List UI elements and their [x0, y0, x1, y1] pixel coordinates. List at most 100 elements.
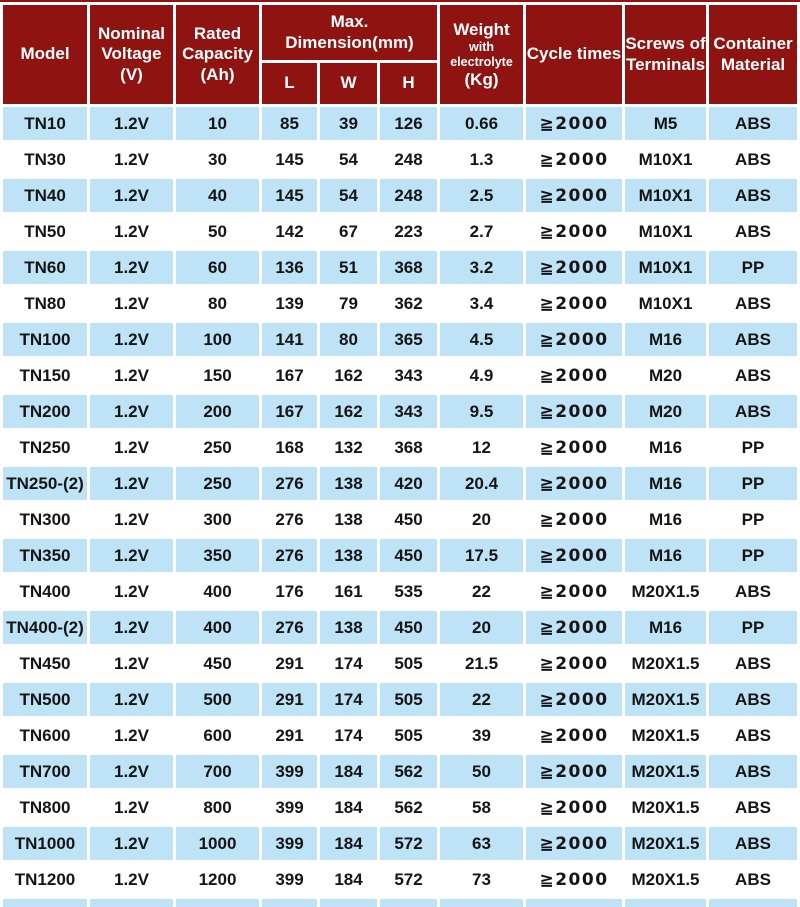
cell-capacity: 80: [176, 287, 259, 320]
cell-model: TN40: [3, 179, 87, 212]
table-row: TN250 1.2V 250 168 132 368 12 ≧2000 M16 PP: [3, 431, 797, 464]
cell-partial: [3, 899, 87, 907]
table-row: TN400 1.2V 400 176 161 535 22 ≧2000 M20X1.5 ABS: [3, 575, 797, 608]
cell-dim-h: 368: [380, 251, 437, 284]
cell-model: TN350: [3, 539, 87, 572]
table-row: TN150 1.2V 150 167 162 343 4.9 ≧2000 M20 ABS: [3, 359, 797, 392]
cell-dim-l: 167: [262, 395, 317, 428]
cell-weight: 21.5: [440, 647, 523, 680]
cell-dim-h: 450: [380, 503, 437, 536]
header-weight-sub: with electrolyte: [450, 39, 513, 69]
cell-weight: 4.5: [440, 323, 523, 356]
cell-cycle-times: ≧2000: [526, 143, 622, 176]
cell-container: ABS: [709, 755, 797, 788]
cell-voltage: 1.2V: [90, 179, 173, 212]
cell-cycle-times: ≧2000: [526, 791, 622, 824]
cell-screws: M20X1.5: [625, 575, 706, 608]
cell-model: TN500: [3, 683, 87, 716]
cell-model: TN300: [3, 503, 87, 536]
cell-cycle-times: ≧2000: [526, 251, 622, 284]
cell-cycle-times: ≧2000: [526, 395, 622, 428]
cell-model: TN1000: [3, 827, 87, 860]
cell-cycle-times: ≧2000: [526, 107, 622, 140]
header-cycle-times: Cycle times: [526, 5, 622, 104]
cell-model: TN50: [3, 215, 87, 248]
cell-capacity: 400: [176, 611, 259, 644]
header-rated-capacity: Rated Capacity (Ah): [176, 5, 259, 104]
cell-dim-w: 67: [320, 215, 377, 248]
table-row: TN40 1.2V 40 145 54 248 2.5 ≧2000 M10X1 ABS: [3, 179, 797, 212]
cell-dim-w: 162: [320, 395, 377, 428]
cell-dim-l: 399: [262, 863, 317, 896]
cell-dim-h: 362: [380, 287, 437, 320]
cell-model: TN700: [3, 755, 87, 788]
cell-dim-w: 174: [320, 683, 377, 716]
cell-dim-w: 132: [320, 431, 377, 464]
cell-capacity: 50: [176, 215, 259, 248]
cell-weight: 2.5: [440, 179, 523, 212]
header-container: Container Material: [709, 5, 797, 104]
cell-cycle-times: ≧2000: [526, 683, 622, 716]
cell-dim-w: 184: [320, 863, 377, 896]
cell-container: ABS: [709, 719, 797, 752]
cell-screws: M16: [625, 611, 706, 644]
cell-partial: [526, 899, 622, 907]
cell-dim-w: 174: [320, 647, 377, 680]
cell-dim-l: 399: [262, 755, 317, 788]
table-row: TN700 1.2V 700 399 184 562 50 ≧2000 M20X1.5 ABS: [3, 755, 797, 788]
header-weight-unit: (Kg): [464, 69, 499, 89]
cell-screws: M20X1.5: [625, 647, 706, 680]
cell-dim-l: 291: [262, 683, 317, 716]
cell-dim-w: 184: [320, 791, 377, 824]
cell-model: TN450: [3, 647, 87, 680]
cell-capacity: 250: [176, 431, 259, 464]
cell-dim-w: 54: [320, 179, 377, 212]
cell-screws: M16: [625, 503, 706, 536]
cell-dim-l: 399: [262, 791, 317, 824]
cell-dim-w: 138: [320, 539, 377, 572]
table-row: TN30 1.2V 30 145 54 248 1.3 ≧2000 M10X1 ABS: [3, 143, 797, 176]
cell-cycle-times: ≧2000: [526, 575, 622, 608]
cell-model: TN10: [3, 107, 87, 140]
cell-cycle-times: ≧2000: [526, 539, 622, 572]
cell-voltage: 1.2V: [90, 647, 173, 680]
table-row: TN1200 1.2V 1200 399 184 572 73 ≧2000 M20X1.5 ABS: [3, 863, 797, 896]
cell-dim-h: 343: [380, 395, 437, 428]
cell-dim-w: 54: [320, 143, 377, 176]
cell-weight: 50: [440, 755, 523, 788]
cell-cycle-times: ≧2000: [526, 827, 622, 860]
cell-dim-l: 142: [262, 215, 317, 248]
cell-container: PP: [709, 539, 797, 572]
cell-dim-h: 126: [380, 107, 437, 140]
cell-model: TN1200: [3, 863, 87, 896]
cell-cycle-times: ≧2000: [526, 431, 622, 464]
cell-screws: M16: [625, 539, 706, 572]
cell-model: TN60: [3, 251, 87, 284]
cell-capacity: 1200: [176, 863, 259, 896]
cell-cycle-times: ≧2000: [526, 179, 622, 212]
cell-container: ABS: [709, 647, 797, 680]
header-weight-main: Weight: [453, 19, 510, 39]
cell-partial: [440, 899, 523, 907]
cell-container: ABS: [709, 287, 797, 320]
cell-container: ABS: [709, 827, 797, 860]
cell-weight: 39: [440, 719, 523, 752]
cell-partial: [380, 899, 437, 907]
cell-weight: 20.4: [440, 467, 523, 500]
cell-voltage: 1.2V: [90, 215, 173, 248]
cell-capacity: 500: [176, 683, 259, 716]
cell-dim-l: 136: [262, 251, 317, 284]
cell-dim-w: 162: [320, 359, 377, 392]
header-weight: Weight with electrolyte (Kg): [440, 5, 523, 104]
cell-dim-h: 572: [380, 827, 437, 860]
table-row: TN600 1.2V 600 291 174 505 39 ≧2000 M20X1.5 ABS: [3, 719, 797, 752]
cell-cycle-times: ≧2000: [526, 467, 622, 500]
cell-dim-h: 450: [380, 611, 437, 644]
cell-dim-l: 276: [262, 611, 317, 644]
cell-dim-w: 138: [320, 611, 377, 644]
cell-dim-h: 248: [380, 143, 437, 176]
table-row: TN50 1.2V 50 142 67 223 2.7 ≧2000 M10X1 ABS: [3, 215, 797, 248]
cell-voltage: 1.2V: [90, 503, 173, 536]
